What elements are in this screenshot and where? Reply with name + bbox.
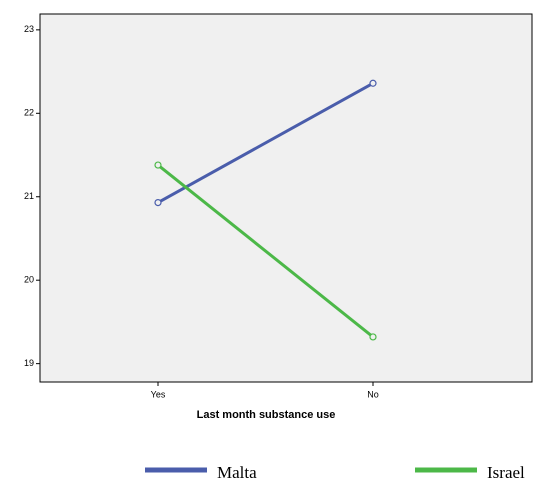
point-marker xyxy=(154,198,162,207)
point-marker xyxy=(369,79,377,87)
y-tick-label: 20 xyxy=(24,275,34,285)
x-tick-label: Yes xyxy=(151,389,166,399)
x-axis-title: Last month substance use xyxy=(197,409,336,421)
y-tick-label: 22 xyxy=(24,108,34,118)
x-tick-label: No xyxy=(367,389,379,399)
plot-area xyxy=(39,13,533,383)
series-line xyxy=(157,81,374,204)
legend-label: Malta xyxy=(217,463,257,482)
legend-label: Israel xyxy=(487,463,525,482)
y-tick-label: 19 xyxy=(24,358,34,368)
point-marker xyxy=(369,333,377,341)
y-tick-label: 23 xyxy=(24,24,34,34)
series-line xyxy=(157,163,374,339)
y-tick-label: 21 xyxy=(24,191,34,201)
point-marker xyxy=(154,161,162,169)
